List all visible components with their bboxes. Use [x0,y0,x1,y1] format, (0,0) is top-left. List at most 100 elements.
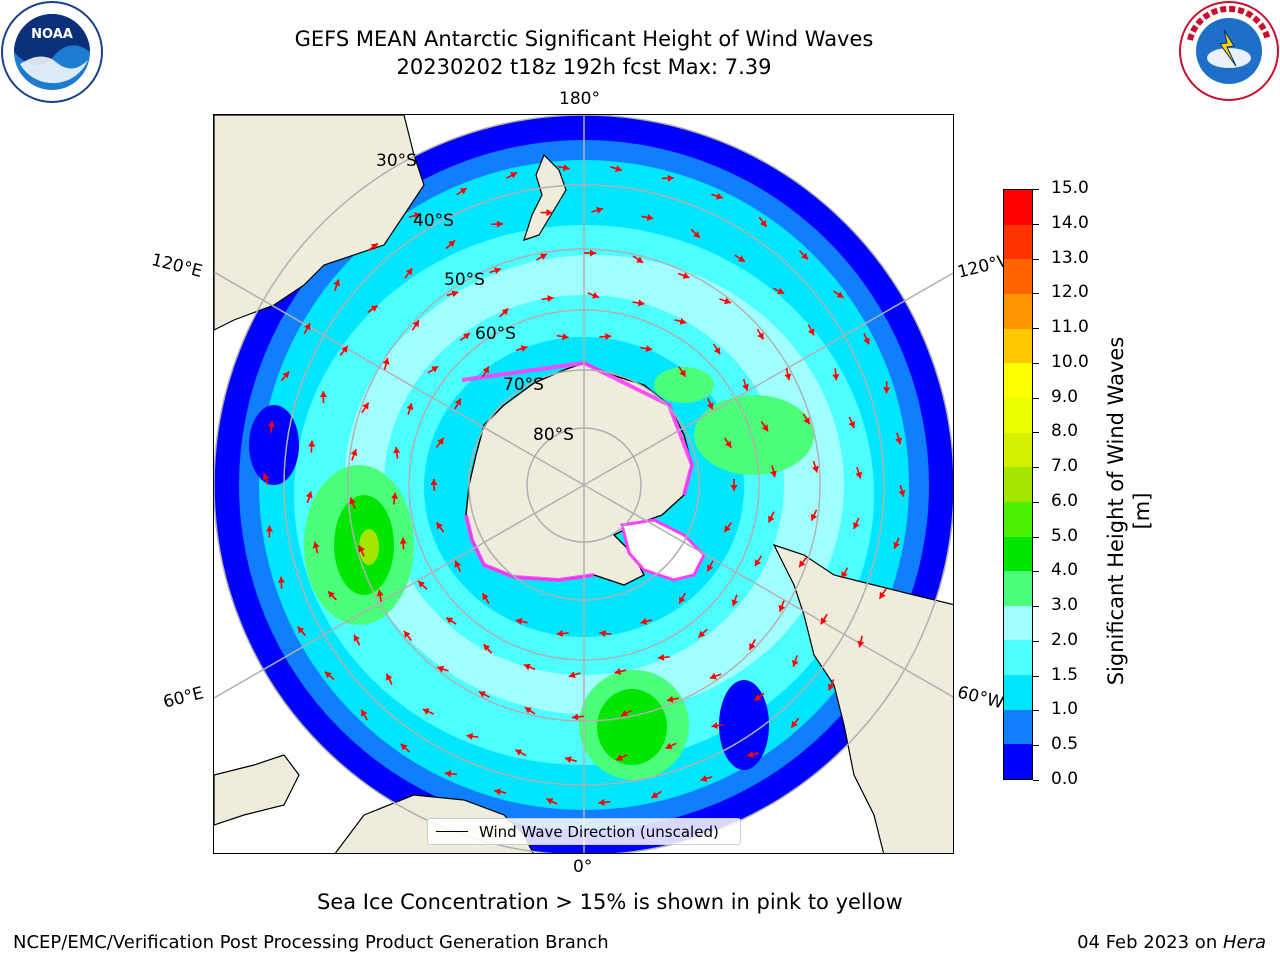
lon-label-180: 180° [559,89,600,109]
wind-wave-arrow-head [277,576,285,583]
colorbar-tick [1033,189,1039,190]
colorbar-tick [1033,606,1039,608]
wind-wave-arrow-head [791,720,798,728]
colorbar-tick [1033,710,1039,712]
wind-wave-arrow-head [828,683,835,691]
wind-wave-arrow-head [324,671,332,679]
wind-wave-arrow-head [431,366,439,373]
wind-wave-arrow-head [605,333,612,341]
wind-wave-arrow-head [353,634,360,642]
wind-wave-arrow-head [893,541,900,549]
lat-label-80s: 80°S [533,425,574,445]
wind-wave-arrow-head [501,308,509,316]
wind-wave-arrow-head [446,617,454,624]
colorbar-tick [1033,432,1039,434]
lat-label-60s: 60°S [475,324,516,344]
wind-wave-arrow-head [615,165,622,172]
colorbar-tick [1033,223,1039,225]
wind-wave-arrow-head [853,522,860,530]
map-subtitle: 20230202 t18z 192h fcst Max: 7.39 [396,55,772,79]
wind-wave-arrow-head [341,346,348,353]
wind-wave-arrow-head [700,775,708,782]
lat-label-40s: 40°S [413,211,454,231]
wind-wave-arrow-head [640,618,648,625]
wind-wave-arrow-head [713,347,721,355]
wind-wave-arrow-head [599,630,606,637]
wind-wave-arrow-head [304,323,311,331]
wind-wave-arrow-head [666,695,674,703]
new-zealand-land [523,153,567,241]
wind-wave-arrow-head [711,722,718,729]
wind-wave-arrow-head [524,663,531,671]
wind-wave-arrow-head [667,174,674,182]
wind-wave-arrow-head [370,243,378,250]
wind-wave-arrow-head [706,402,714,410]
wind-wave-arrow-head [879,591,886,599]
graticule [214,115,953,853]
wind-wave-arrow-head [863,337,870,345]
wind-wave-arrow-head [757,332,764,340]
wind-wave-arrow-head [799,560,806,568]
colorbar-tick-label: 6.0 [1051,490,1079,511]
wind-wave-arrow-head [572,713,579,721]
wind-wave-arrow-head [682,272,690,279]
lon-label-120e: 120°E [149,250,205,282]
wind-wave-arrow-head [730,485,738,491]
colorbar-tick-label: 12.0 [1051,282,1089,303]
colorbar-tick [1033,501,1039,503]
wind-wave-arrow-head [386,673,393,681]
wind-wave-arrow-head [370,305,378,312]
wind-wave-arrow-head [418,581,425,588]
wind-wave-arrow-head [562,333,569,340]
wind-wave-arrow-head [393,446,401,454]
wind-wave-arrow-head [898,489,906,497]
colorbar-tick-label: 2.0 [1051,629,1079,650]
wind-wave-arrow-head [855,471,863,479]
wind-wave-arrow-head [679,596,686,604]
wind-wave-arrow-head [437,437,444,445]
polar-map [213,114,954,854]
wind-wave-arrow-head [636,256,644,263]
wind-wave-arrow-head [742,383,749,391]
colorbar-tick [1033,675,1039,677]
wind-wave-arrow-head [749,642,756,650]
wind-wave-arrow-head [646,213,654,221]
colorbar-segment [1004,675,1032,710]
wind-wave-arrow-head [808,328,815,336]
colorbar-tick-label: 10.0 [1051,351,1089,372]
wind-wave-arrow-head [297,626,305,634]
colorbar-segment [1004,363,1032,398]
wind-wave-arrow-head [616,754,624,761]
legend-line-icon [436,831,468,832]
wind-wave-arrow-head [400,743,408,751]
sea-ice-note: Sea Ice Concentration > 15% is shown in … [317,890,903,914]
wind-wave-arrow-head [801,252,808,260]
wind-wave-arrow-head [391,492,398,500]
colorbar-tick [1033,397,1039,399]
wind-wave-arrow-head [282,371,290,379]
colorbar-tick-label: 8.0 [1051,421,1079,442]
wind-wave-arrow-head [637,299,645,307]
colorbar-tick-label: 4.0 [1051,560,1079,581]
wind-wave-arrow-head [598,798,605,806]
wind-wave-arrow-head [319,391,327,398]
wind-wave-arrow-head [832,374,840,381]
colorbar-segment [1004,224,1032,260]
noaa-logo-icon: NOAA [1,1,103,103]
wind-wave-arrow-head [349,497,356,505]
colorbar-tick [1033,328,1039,330]
wind-wave-arrow-head [524,707,532,714]
wind-wave-arrow-head [515,749,523,756]
colorbar-title: Significant Height of Wind Waves [m] [1104,336,1154,686]
wind-wave-arrow-head [761,424,769,432]
colorbar-tick-label: 9.0 [1051,386,1079,407]
wind-wave-arrow-head [515,618,523,625]
wind-wave-arrow-head [760,219,767,227]
map-legend: Wind Wave Direction (unscaled) [427,818,741,845]
wind-wave-arrow-head [459,188,467,195]
wind-wave-arrow-head [883,387,891,394]
wind-wave-arrow-head [836,291,844,298]
footer-branch: NCEP/EMC/Verification Post Processing Pr… [13,932,609,953]
wave-patch-west-peak [359,529,379,565]
colorbar-tick [1033,536,1039,538]
